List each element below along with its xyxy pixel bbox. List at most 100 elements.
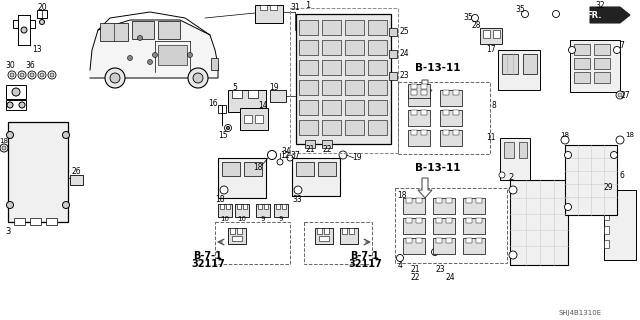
Bar	[476, 198, 482, 203]
Polygon shape	[418, 178, 432, 198]
Circle shape	[152, 52, 157, 58]
Bar	[411, 110, 417, 115]
Bar	[244, 162, 262, 176]
Bar	[324, 228, 329, 234]
Bar	[480, 28, 502, 44]
Circle shape	[614, 46, 621, 53]
Text: SHJ4B1310E: SHJ4B1310E	[559, 310, 602, 316]
Bar	[240, 108, 268, 130]
Text: 23: 23	[435, 266, 445, 275]
Circle shape	[472, 14, 479, 21]
Bar	[574, 72, 590, 83]
Bar	[433, 218, 455, 234]
Bar	[440, 90, 462, 106]
Bar	[211, 58, 218, 70]
Text: 36: 36	[25, 61, 35, 70]
Text: 29: 29	[603, 183, 613, 193]
Bar	[13, 20, 18, 28]
Circle shape	[188, 52, 193, 58]
Bar	[436, 198, 442, 203]
Text: 21: 21	[305, 146, 315, 155]
Bar	[218, 158, 266, 198]
Bar	[411, 90, 417, 95]
Text: 6: 6	[620, 171, 625, 180]
Text: 30: 30	[5, 61, 15, 70]
Bar	[408, 130, 430, 146]
Circle shape	[564, 204, 572, 211]
Bar	[232, 90, 242, 98]
Text: 8: 8	[492, 100, 497, 109]
Text: 34: 34	[281, 148, 291, 156]
Bar	[305, 140, 315, 148]
Bar	[395, 188, 507, 263]
Bar	[349, 228, 354, 234]
Bar	[594, 72, 610, 83]
Text: 18: 18	[397, 191, 406, 201]
Circle shape	[147, 60, 152, 65]
Circle shape	[30, 73, 34, 77]
Text: B-7-1: B-7-1	[193, 251, 223, 261]
Bar	[421, 84, 427, 89]
Bar	[6, 85, 26, 99]
Bar	[446, 218, 452, 223]
Bar	[453, 90, 459, 95]
Bar	[30, 218, 41, 225]
Text: B-7-1: B-7-1	[351, 251, 380, 261]
Bar	[463, 218, 485, 234]
Text: 31: 31	[290, 4, 300, 12]
Bar	[453, 130, 459, 135]
Text: 17: 17	[486, 45, 496, 54]
Circle shape	[225, 124, 232, 132]
Bar	[483, 30, 490, 38]
Bar	[299, 40, 318, 55]
Text: 11: 11	[486, 133, 496, 142]
Bar	[243, 204, 247, 209]
Text: 18: 18	[215, 196, 225, 204]
Circle shape	[7, 102, 13, 108]
Bar	[345, 80, 364, 95]
Bar	[406, 238, 412, 243]
Bar	[519, 142, 527, 158]
Circle shape	[48, 71, 56, 79]
Bar	[132, 21, 154, 39]
Bar	[440, 130, 462, 146]
Bar	[436, 238, 442, 243]
Circle shape	[20, 73, 24, 77]
Bar	[270, 5, 277, 10]
Text: 22: 22	[323, 146, 332, 155]
Bar	[421, 90, 427, 95]
Text: 18: 18	[0, 138, 8, 144]
Bar	[368, 100, 387, 115]
Circle shape	[12, 88, 20, 96]
Text: 32117: 32117	[348, 259, 382, 269]
Text: 22: 22	[410, 274, 420, 283]
Text: 32: 32	[595, 1, 605, 10]
Bar	[100, 23, 128, 41]
Circle shape	[568, 46, 575, 53]
Text: 12: 12	[280, 150, 290, 159]
Text: 26: 26	[71, 166, 81, 175]
Bar	[258, 204, 262, 209]
Bar	[70, 175, 83, 185]
Circle shape	[8, 71, 16, 79]
Text: 21: 21	[410, 266, 420, 275]
Bar	[389, 72, 397, 80]
Bar	[274, 204, 288, 217]
Text: 35: 35	[515, 4, 525, 13]
Polygon shape	[418, 80, 432, 98]
Bar	[440, 110, 462, 126]
Bar	[255, 5, 283, 23]
Bar	[389, 28, 397, 36]
Text: 3: 3	[5, 228, 10, 236]
Circle shape	[188, 68, 208, 88]
Text: 16: 16	[208, 99, 218, 108]
Text: 15: 15	[218, 131, 228, 140]
Bar	[8, 122, 68, 222]
Circle shape	[28, 71, 36, 79]
Bar	[244, 115, 252, 123]
Circle shape	[268, 150, 276, 159]
Bar	[389, 50, 397, 58]
Circle shape	[564, 151, 572, 158]
Bar	[282, 204, 286, 209]
Bar	[299, 20, 318, 35]
